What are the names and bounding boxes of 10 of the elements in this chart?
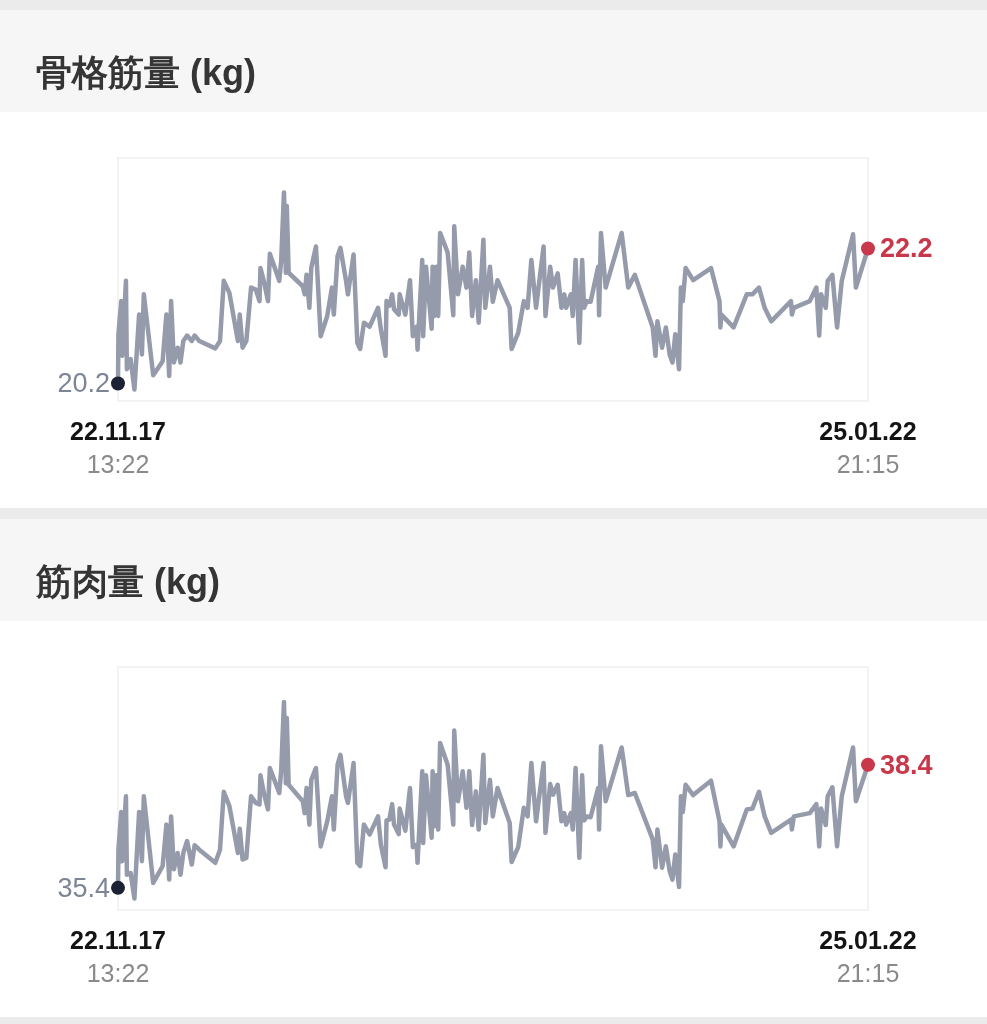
- data-label: 22.2: [880, 233, 933, 264]
- data-label: 35.4: [57, 872, 110, 903]
- data-label: 38.4: [880, 749, 933, 780]
- data-label: 20.2: [57, 368, 110, 399]
- x-tick-label: 22.11.17 13:22: [70, 417, 166, 478]
- x-tick-label: 25.01.22 21:15: [819, 417, 917, 478]
- x-tick-label: 25.01.22 21:15: [819, 926, 917, 987]
- x-tick-label: 22.11.17 13:22: [70, 926, 166, 987]
- chart-title: 骨格筋量 (kg): [36, 51, 256, 93]
- chart-title: 筋肉量 (kg): [35, 560, 220, 602]
